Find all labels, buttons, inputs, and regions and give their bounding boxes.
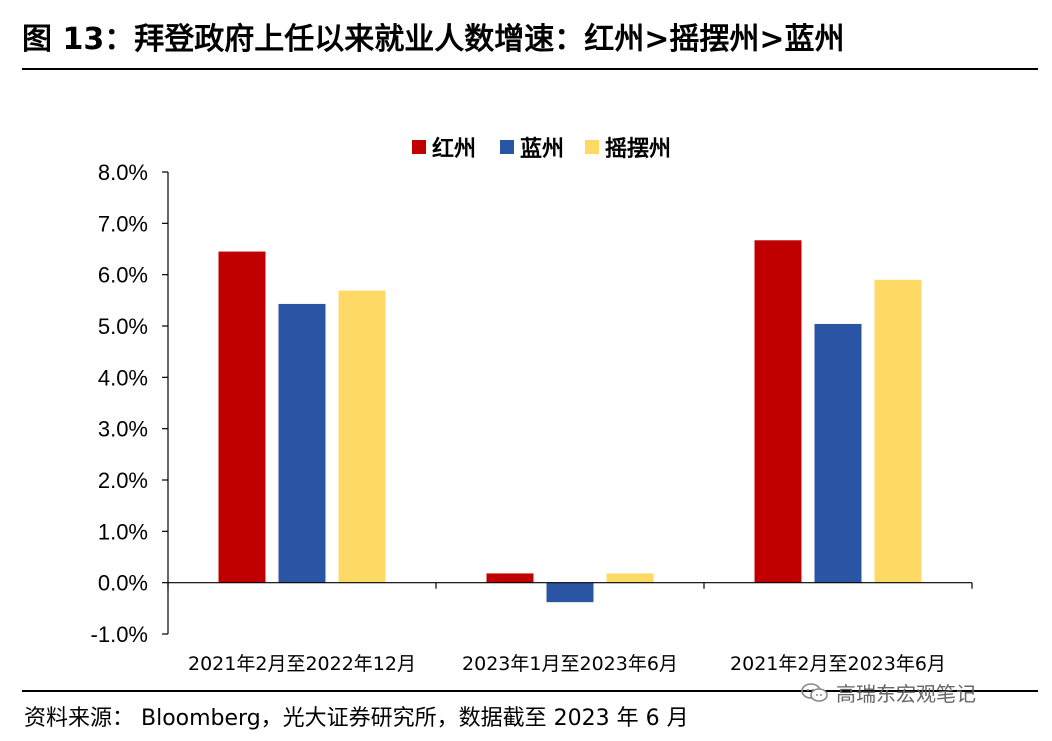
- y-axis: -1.0% 0.0% 1.0% 2.0% 3.0% 4.0% 5.0% 6.0% 7.0% 8.0…: [91, 160, 169, 647]
- bar-蓝州-2: [814, 323, 862, 583]
- y-tick-label: 1.0%: [98, 519, 148, 544]
- legend-label-摇摆州: 摇摆州: [605, 136, 671, 162]
- watermark: 高瑞东宏观笔记: [800, 678, 976, 707]
- bars-group: [218, 240, 922, 603]
- y-tick-label: 6.0%: [98, 263, 148, 288]
- y-tick-label: 2.0%: [98, 468, 148, 493]
- bar-摇摆州-2: [874, 279, 922, 583]
- y-tick-label: 3.0%: [98, 417, 148, 442]
- y-tick-label: 4.0%: [98, 365, 148, 390]
- legend-swatch-蓝州: [500, 140, 514, 154]
- footer-divider: [22, 690, 1038, 692]
- y-tick-label: 0.0%: [98, 571, 148, 596]
- bar-蓝州-1: [546, 582, 594, 603]
- legend-label-蓝州: 蓝州: [520, 137, 564, 162]
- chart-title: 图 13：拜登政府上任以来就业人数增速：红州>摇摆州>蓝州: [22, 22, 845, 57]
- y-tick-label: 8.0%: [98, 160, 148, 185]
- y-tick-label: 7.0%: [98, 211, 148, 236]
- legend-label-红州: 红州: [432, 136, 476, 162]
- bar-红州-2: [754, 240, 802, 583]
- wechat-icon: [801, 682, 828, 702]
- title-divider: [22, 68, 1038, 70]
- legend: 红州 蓝州 摇摆州: [412, 136, 671, 162]
- legend-swatch-红州: [412, 140, 426, 154]
- bar-摇摆州-1: [606, 573, 654, 583]
- source-note: 资料来源： Bloomberg，光大证券研究所，数据截至 2023 年 6 月: [24, 706, 689, 731]
- y-tick-label: -1.0%: [91, 622, 148, 647]
- x-axis: 2021年2月至2022年12月 2023年1月至2023年6月 2021年2月至2…: [167, 582, 973, 675]
- y-tick-label: 5.0%: [98, 314, 148, 339]
- bar-红州-1: [486, 573, 534, 583]
- x-category-label: 2021年2月至2023年6月: [730, 653, 946, 675]
- x-category-label: 2021年2月至2022年12月: [188, 653, 416, 675]
- watermark-text: 高瑞东宏观笔记: [836, 682, 976, 706]
- x-category-label: 2023年1月至2023年6月: [462, 653, 678, 675]
- legend-swatch-摇摆州: [585, 140, 599, 154]
- bar-摇摆州-0: [338, 290, 386, 583]
- bar-蓝州-0: [278, 303, 326, 583]
- bar-红州-0: [218, 251, 266, 583]
